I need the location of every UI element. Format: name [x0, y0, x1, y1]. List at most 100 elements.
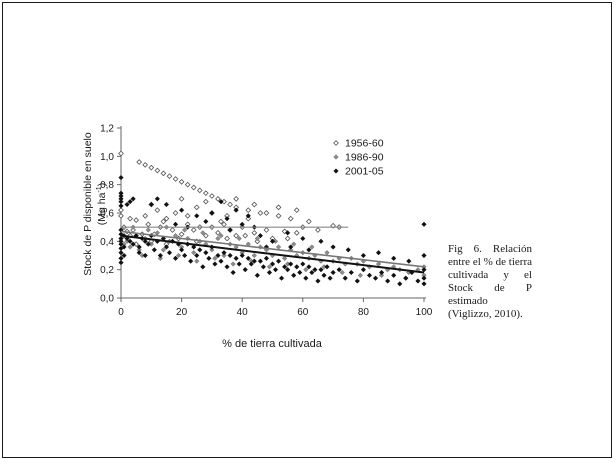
- legend-marker-2001-05: [333, 168, 339, 174]
- data-point: [315, 278, 321, 284]
- data-point: [236, 235, 242, 242]
- data-point: [212, 255, 218, 261]
- data-point: [309, 244, 315, 250]
- y-axis-label-line2: (Mg ha-1): [96, 183, 108, 225]
- slide-frame: [2, 2, 612, 458]
- data-point: [194, 252, 200, 259]
- data-point: [184, 212, 191, 219]
- data-point: [257, 210, 264, 216]
- legend-marker-1956-60: [333, 140, 339, 146]
- data-point: [157, 255, 164, 261]
- data-point: [330, 244, 336, 250]
- data-point: [233, 232, 240, 239]
- ticks: 0,0 0,2 0,4 0,6 0,8 1,0 1,2 0 20 40 60 80 100: [100, 124, 433, 319]
- data-point: [342, 275, 348, 281]
- data-point: [181, 252, 188, 259]
- data-point: [215, 235, 221, 242]
- data-point: [263, 227, 270, 233]
- data-point: [163, 201, 170, 208]
- data-point: [397, 281, 403, 287]
- data-point: [169, 227, 176, 233]
- data-point: [403, 275, 409, 281]
- x-tick-label: 20: [176, 307, 188, 318]
- data-point: [303, 275, 309, 281]
- data-point: [172, 210, 179, 216]
- data-point: [242, 232, 249, 239]
- data-point: [127, 244, 133, 250]
- data-point: [251, 258, 257, 264]
- data-point: [281, 228, 288, 235]
- data-point: [257, 233, 264, 239]
- data-point: [230, 261, 236, 267]
- data-point: [121, 252, 127, 259]
- data-point: [118, 203, 124, 209]
- data-point: [190, 184, 197, 191]
- data-point: [284, 235, 291, 242]
- data-point: [202, 190, 209, 197]
- data-point: [209, 193, 215, 199]
- data-point: [360, 252, 367, 259]
- data-point: [288, 261, 294, 267]
- data-point: [160, 170, 167, 177]
- x-tick-label: 40: [237, 307, 249, 318]
- data-point: [275, 258, 282, 264]
- data-point: [136, 159, 143, 165]
- data-point: [218, 218, 224, 225]
- y-tick-label: 0,6: [100, 209, 114, 220]
- x-tick-label: 0: [118, 307, 124, 318]
- data-point: [287, 215, 294, 222]
- data-point: [203, 250, 209, 256]
- data-point: [118, 174, 124, 181]
- data-point: [121, 244, 127, 250]
- data-point: [160, 247, 167, 253]
- data-point: [306, 264, 312, 270]
- data-point: [194, 213, 200, 219]
- data-point: [172, 255, 179, 261]
- data-point: [275, 212, 282, 219]
- y-tick-label: 0,2: [100, 265, 114, 276]
- data-point: [312, 267, 318, 273]
- data-point: [324, 264, 330, 270]
- data-point: [366, 272, 373, 278]
- data-point: [118, 250, 124, 256]
- data-point: [178, 195, 185, 202]
- data-point: [372, 275, 379, 281]
- data-point: [212, 261, 218, 267]
- data-point: [178, 247, 185, 253]
- data-point: [118, 196, 124, 202]
- data-point: [421, 275, 427, 281]
- data-point: [254, 238, 261, 245]
- x-tick-label: 60: [297, 307, 309, 318]
- y-axis-label-superscript: -1: [96, 186, 103, 192]
- trend-lines: [120, 226, 425, 274]
- data-point: [266, 269, 273, 276]
- data-point: [127, 199, 133, 205]
- data-point: [242, 267, 248, 273]
- trend-line-2001-05: [120, 234, 425, 274]
- data-point: [293, 207, 300, 214]
- data-point: [391, 272, 397, 278]
- data-point: [236, 261, 242, 267]
- data-point: [284, 267, 291, 273]
- y-tick-label: 0,4: [100, 237, 114, 248]
- data-point: [209, 210, 215, 216]
- data-point: [348, 269, 354, 276]
- data-point: [421, 281, 427, 287]
- data-point: [266, 264, 273, 270]
- data-point: [178, 231, 185, 238]
- data-point: [148, 201, 154, 208]
- data-point: [345, 247, 351, 253]
- data-point: [181, 227, 188, 233]
- y-axis-label-line1: Stock de P disponible en suelo: [82, 132, 94, 276]
- data-point: [415, 278, 421, 284]
- data-point: [245, 255, 251, 261]
- data-point: [151, 247, 157, 253]
- y-tick-label: 0,8: [100, 180, 114, 191]
- data-point: [245, 207, 252, 214]
- figure-caption: Fig 6. Relación entre el % de tierra cul…: [448, 243, 532, 320]
- x-axis-label: % de tierra cultivada: [222, 338, 323, 350]
- data-point: [288, 244, 294, 250]
- data-point: [136, 250, 142, 256]
- data-point: [209, 247, 215, 253]
- data-point: [130, 196, 136, 202]
